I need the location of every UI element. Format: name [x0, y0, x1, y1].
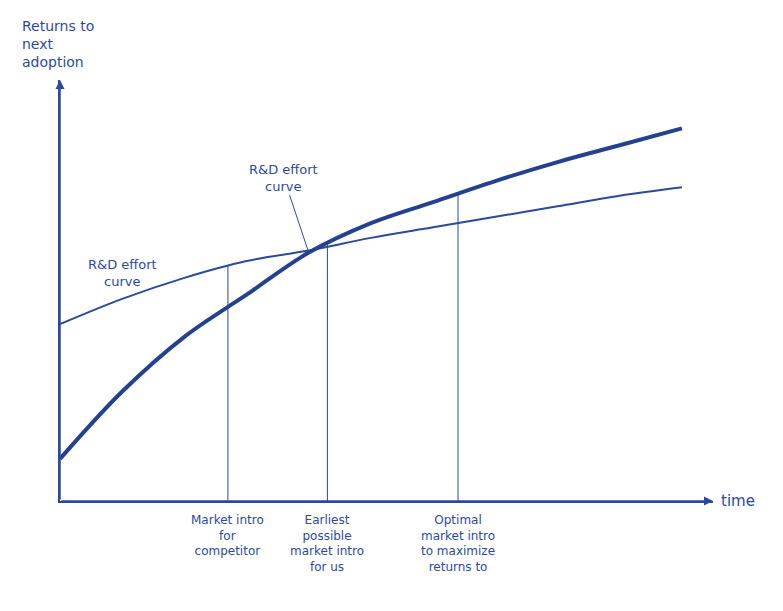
svg-text:Returns tonextadoption: Returns tonextadoption: [22, 18, 94, 70]
svg-text:Optimalmarket introto maximize: Optimalmarket introto maximizereturns to: [421, 513, 495, 574]
svg-text:time: time: [721, 492, 755, 510]
svg-text:Earliestpossiblemarket introfo: Earliestpossiblemarket introfor us: [290, 513, 364, 574]
svg-text:R&D effortcurve: R&D effortcurve: [249, 162, 318, 194]
svg-text:R&D effortcurve: R&D effortcurve: [88, 257, 157, 289]
svg-text:Market introforcompetitor: Market introforcompetitor: [191, 513, 264, 558]
